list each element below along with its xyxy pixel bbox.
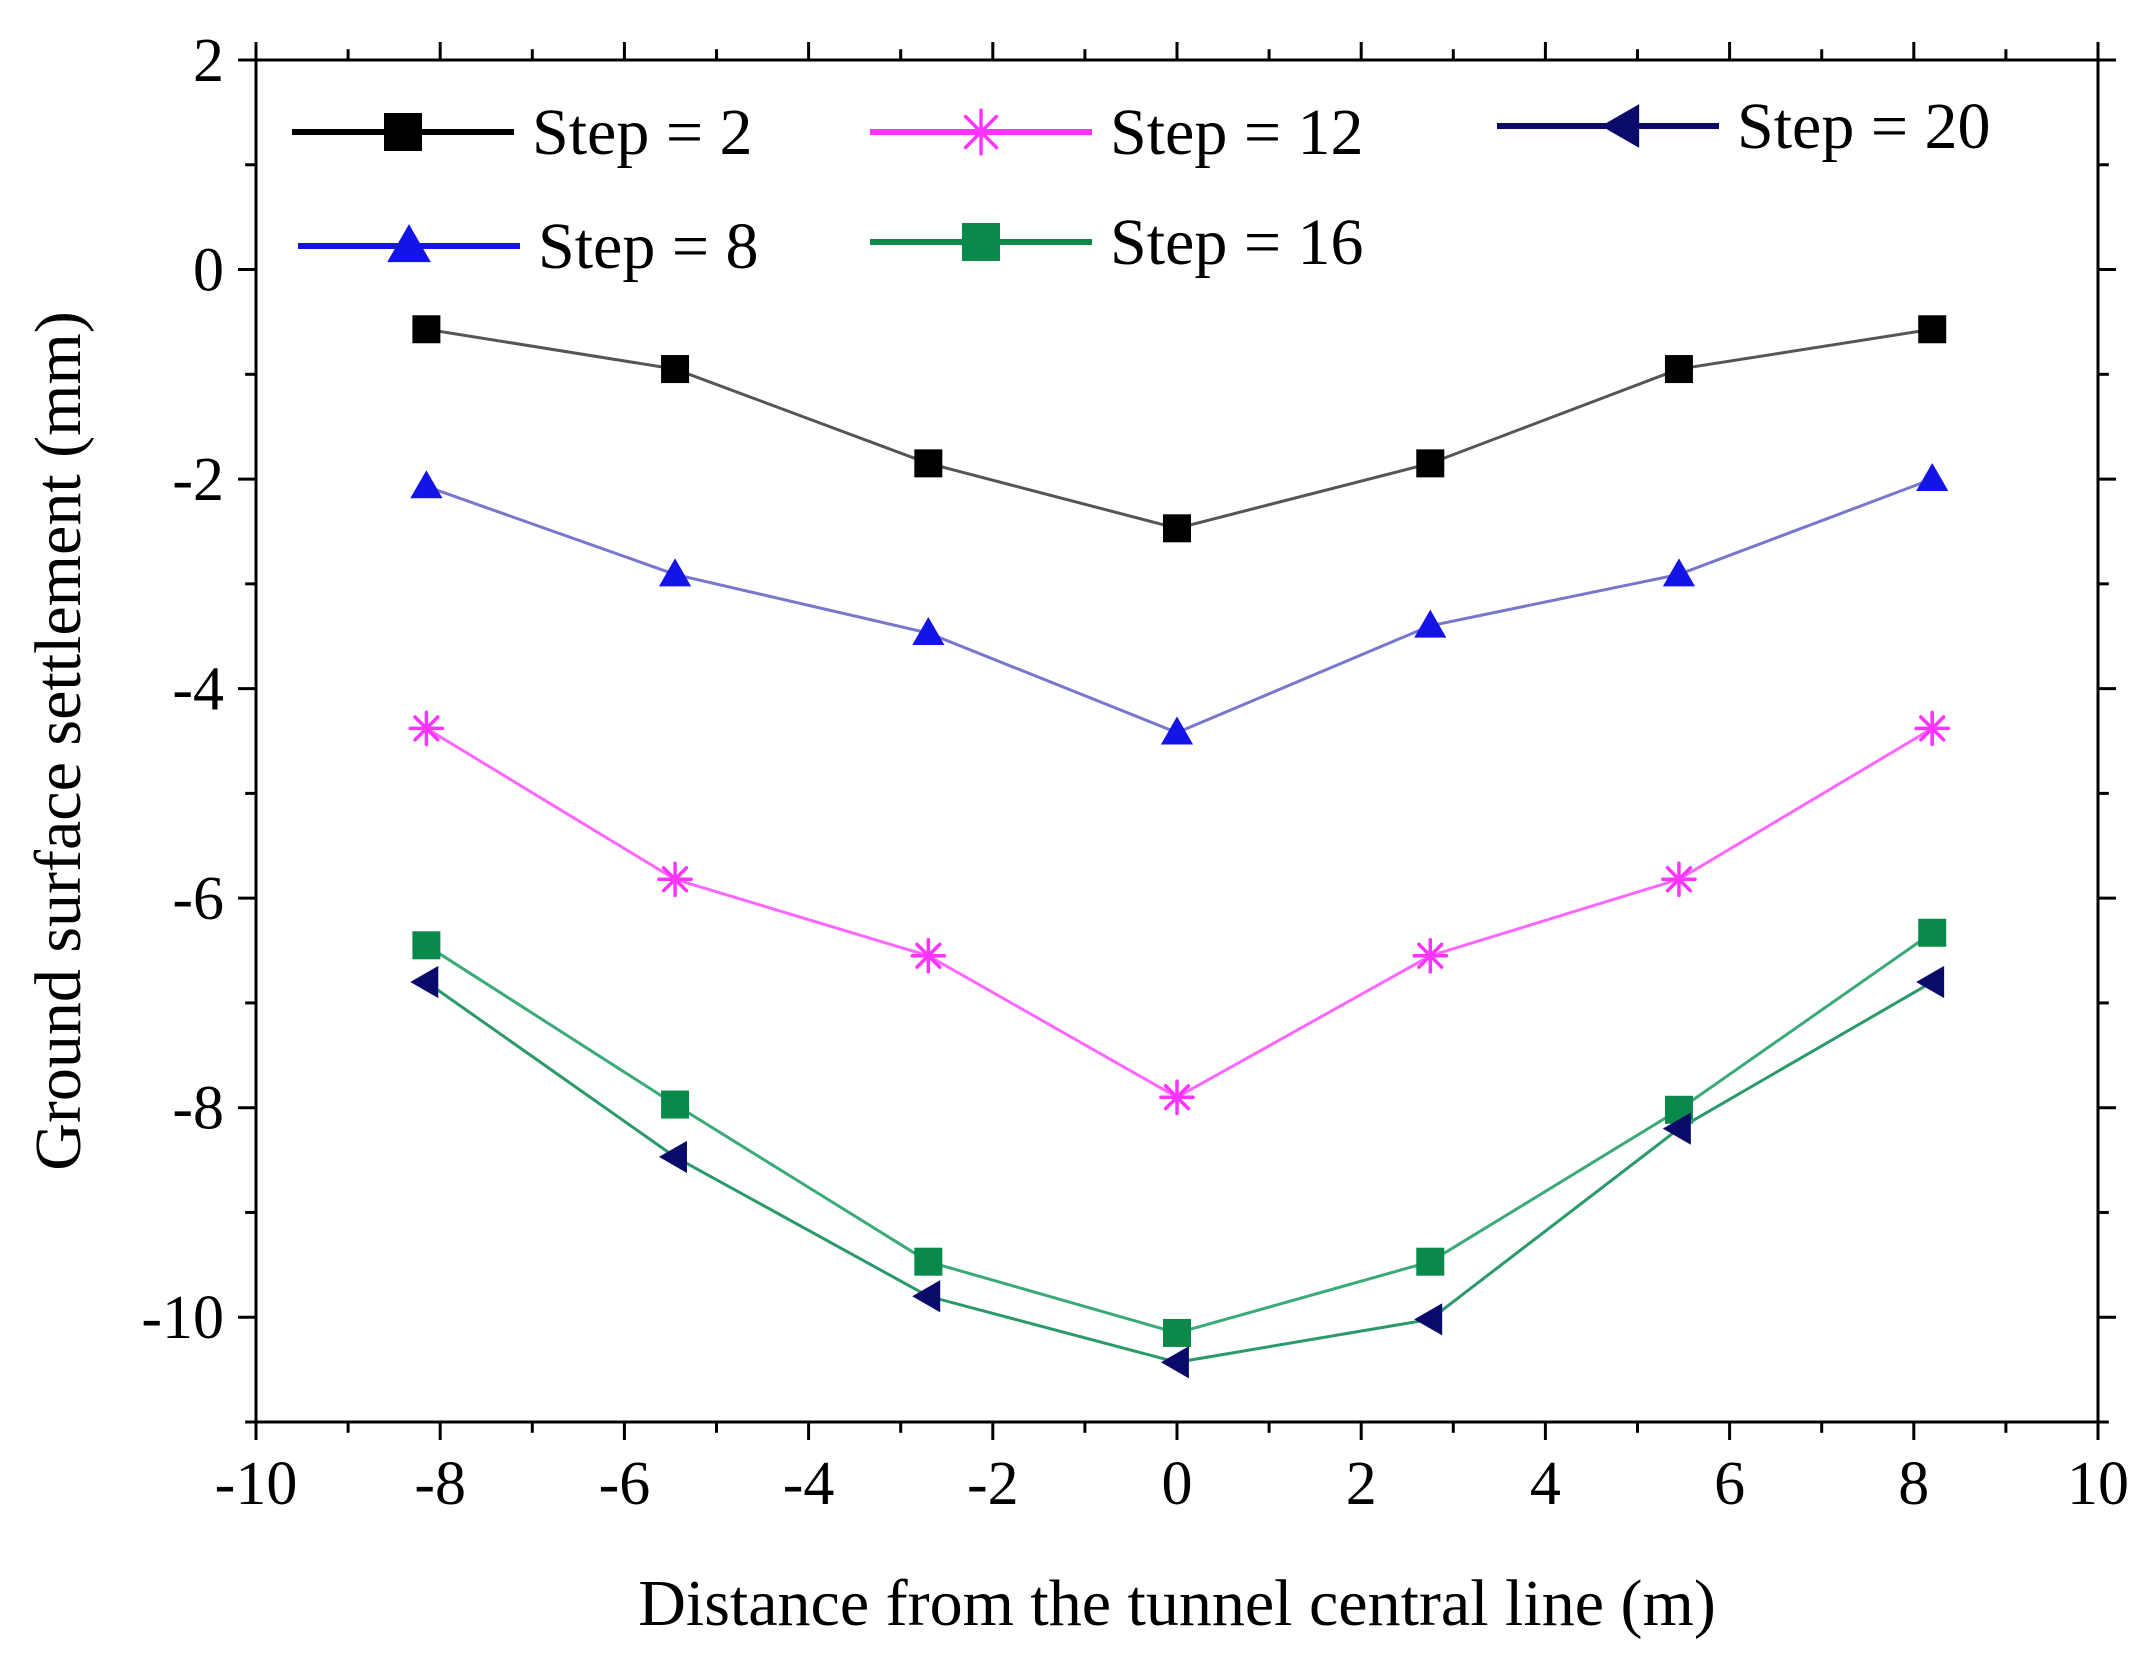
y-tick-label: -10 [141,1284,224,1352]
data-point-step-20 [658,1140,687,1174]
x-tick-label: 10 [2067,1450,2129,1518]
legend-marker-step-2 [384,113,422,151]
legend-marker-step-12 [957,108,1005,156]
x-tick-label: 2 [1346,1450,1377,1518]
series-line-step-2 [426,327,1933,530]
series-line-step-12 [425,727,1933,1099]
data-point-step-8 [1414,609,1447,638]
x-tick-label: -4 [783,1450,835,1518]
y-tick-label: -6 [172,865,224,933]
data-point-step-2 [412,315,441,344]
data-point-step-2 [661,355,690,384]
x-tick-label: 8 [1898,1450,1929,1518]
data-point-step-12 [910,937,947,974]
data-point-step-16 [1163,1318,1191,1347]
data-point-step-20 [1414,1303,1443,1336]
data-point-step-12 [1914,710,1951,747]
data-point-step-16 [412,931,441,960]
y-axis-title: Ground surface settlement (mm) [22,311,95,1171]
x-tick-label: 4 [1530,1450,1561,1518]
data-point-step-8 [658,558,692,587]
data-point-step-2 [1163,514,1191,543]
data-point-step-8 [1662,558,1696,587]
y-tick-labels: -10 -8 -6 -4 -2 0 2 [141,27,224,1352]
series-step-16 [412,918,1947,1347]
data-point-step-20 [1662,1112,1691,1145]
data-point-step-8 [410,470,443,499]
legend-label-step-12: Step = 12 [1110,96,1364,169]
series-step-20 [410,965,1945,1379]
data-point-step-12 [408,710,445,747]
data-point-step-16 [914,1247,943,1276]
series-line-step-16 [425,931,1934,1335]
x-tick-labels: -10 -8 -6 -4 -2 0 2 4 6 8 10 [215,1450,2129,1518]
data-point-step-20 [410,965,439,999]
data-point-step-20 [912,1280,941,1313]
series-step-8 [410,462,1949,745]
axis-ticks [238,42,2116,1440]
legend-marker-step-8 [387,224,431,263]
data-point-step-12 [1412,937,1449,974]
y-tick-label: -4 [172,656,224,724]
data-point-step-2 [1918,315,1947,344]
data-point-step-16 [1416,1247,1445,1276]
y-tick-label: 2 [193,27,224,95]
x-tick-label: 0 [1162,1450,1193,1518]
data-point-step-8 [1916,462,1949,491]
data-point-step-12 [657,861,693,898]
data-point-step-2 [914,449,943,478]
data-point-step-20 [1160,1346,1189,1379]
legend: Step = 2 Step = 12 Step = 20 Step = 8 Step =… [292,90,1991,283]
data-point-step-20 [1916,965,1945,999]
y-tick-label: 0 [193,237,224,305]
legend-item-step-20: Step = 20 [1497,90,1991,163]
legend-label-step-8: Step = 8 [538,210,759,283]
legend-label-step-16: Step = 16 [1110,206,1364,279]
data-point-step-12 [1159,1079,1195,1116]
series-step-12 [408,710,1951,1116]
y-tick-label: -8 [172,1075,224,1143]
plot-frame [254,58,2100,1424]
x-tick-label: -2 [967,1450,1019,1518]
series-line-step-20 [425,980,1933,1364]
data-point-step-12 [1661,861,1697,898]
x-tick-label: -6 [599,1450,651,1518]
x-tick-label: -8 [414,1450,466,1518]
legend-item-step-2: Step = 2 [292,96,753,169]
data-point-step-8 [912,616,945,645]
data-point-step-2 [1416,449,1445,478]
legend-item-step-8: Step = 8 [298,210,759,283]
x-axis-title: Distance from the tunnel central line (m… [638,1567,1716,1640]
series-layer [408,315,1951,1379]
series-step-2 [412,315,1947,543]
legend-item-step-12: Step = 12 [870,96,1364,169]
legend-item-step-16: Step = 16 [870,206,1364,279]
legend-label-step-20: Step = 20 [1737,90,1991,163]
legend-label-step-2: Step = 2 [532,96,753,169]
data-point-step-16 [661,1090,690,1119]
data-point-step-2 [1664,355,1693,384]
legend-marker-step-16 [962,223,1000,261]
y-tick-label: -2 [172,446,224,514]
data-point-step-16 [1918,918,1947,947]
x-tick-label: 6 [1714,1450,1745,1518]
data-point-step-8 [1160,716,1194,745]
x-tick-label: -10 [215,1450,298,1518]
legend-marker-step-20 [1601,104,1640,148]
